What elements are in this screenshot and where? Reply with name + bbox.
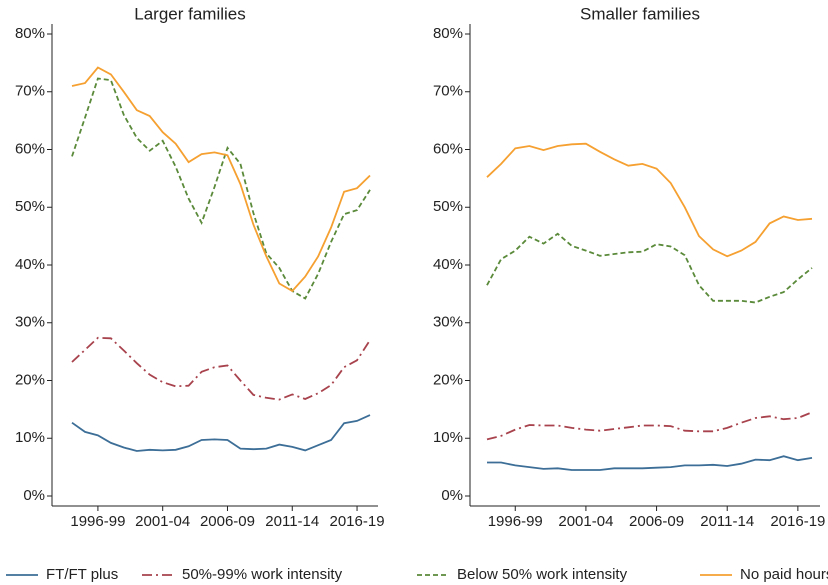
y-tick-label: 20% xyxy=(15,371,45,388)
series-line: 50%-99% work intensity xyxy=(486,411,813,441)
x-tick-label: 2016-19 xyxy=(330,513,385,530)
y-tick-label: 30% xyxy=(15,314,45,331)
legend-label: No paid hours xyxy=(740,566,828,583)
y-tick-label: 40% xyxy=(433,256,463,273)
series-line xyxy=(71,66,371,293)
x-tick-label: 2001-04 xyxy=(558,513,613,530)
y-tick-label: 30% xyxy=(433,314,463,331)
chart-title: Larger families xyxy=(134,4,246,23)
x-tick-label: 2001-04 xyxy=(135,513,190,530)
legend-label: 50%-99% work intensity xyxy=(182,566,343,583)
y-tick-label: 60% xyxy=(433,140,463,157)
chart-title: Smaller families xyxy=(580,4,700,23)
legend-label: FT/FT plus xyxy=(46,566,118,583)
y-tick-label: 50% xyxy=(15,198,45,215)
x-tick-label: 2006-09 xyxy=(629,513,684,530)
x-tick-label: 2016-19 xyxy=(770,513,825,530)
legend-label: Below 50% work intensity xyxy=(457,566,628,583)
series-line xyxy=(71,414,371,452)
x-tick-label: 1996-99 xyxy=(70,513,125,530)
y-tick-label: 10% xyxy=(15,429,45,446)
x-tick-label: 2006-09 xyxy=(200,513,255,530)
x-tick-label: 1996-99 xyxy=(488,513,543,530)
y-tick-label: 70% xyxy=(15,83,45,100)
y-tick-label: 0% xyxy=(23,487,45,504)
series-line: FT/FT plus xyxy=(487,455,813,471)
series-line: Below 50% work intensity xyxy=(486,232,813,304)
x-tick-label: 2011-14 xyxy=(700,513,754,530)
series-line xyxy=(71,336,371,401)
y-tick-label: 60% xyxy=(15,140,45,157)
y-tick-label: 20% xyxy=(433,371,463,388)
y-tick-label: 10% xyxy=(433,429,463,446)
y-tick-label: 40% xyxy=(15,256,45,273)
y-tick-label: 50% xyxy=(433,198,463,215)
series-line xyxy=(71,77,371,300)
series-line: No paid hours xyxy=(486,142,813,258)
y-tick-label: 80% xyxy=(433,25,463,42)
x-tick-label: 2011-14 xyxy=(265,513,319,530)
y-tick-label: 0% xyxy=(441,487,463,504)
y-tick-label: 70% xyxy=(433,83,463,100)
y-tick-label: 80% xyxy=(15,25,45,42)
